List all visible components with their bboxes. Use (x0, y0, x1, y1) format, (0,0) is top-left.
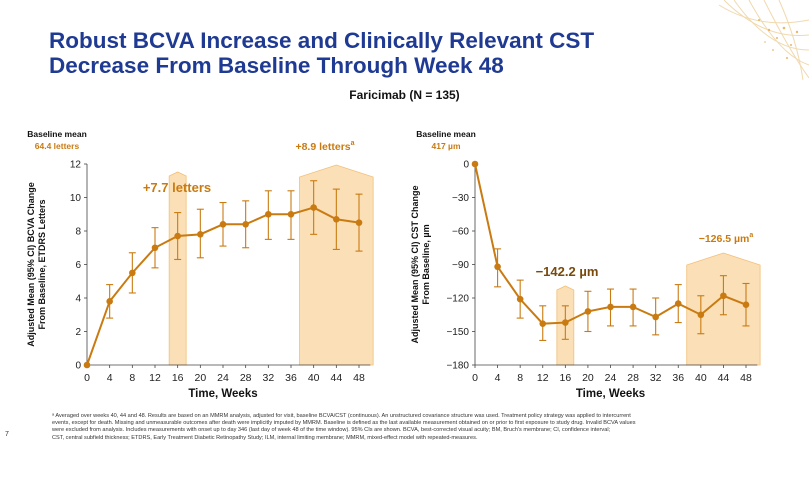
bcva-y-axis-label-line1: Adjusted Mean (95% CI) BCVA Change (26, 182, 36, 347)
cst-data-point (607, 303, 614, 311)
footnote: ᵃ Averaged over weeks 40, 44 and 48. Res… (52, 413, 752, 442)
bcva-x-tick-label: 4 (107, 372, 113, 384)
cst-data-point (697, 311, 705, 319)
bcva-data-point (355, 219, 363, 226)
cst-x-tick-label: 48 (740, 372, 752, 384)
bcva-y-tick-label: 10 (70, 193, 82, 204)
cst-data-point (652, 313, 659, 321)
cst-baseline-value: 417 µm (432, 141, 461, 151)
cst-y-tick-label: 0 (463, 160, 469, 171)
bcva-data-point (287, 210, 295, 218)
footnote-line-3: were excluded from analysis. Includes me… (52, 427, 611, 434)
bcva-data-point (310, 204, 317, 211)
bcva-data-point (129, 269, 136, 277)
cst-y-tick-label: −150 (446, 327, 469, 338)
bcva-x-tick-label: 0 (84, 372, 90, 384)
bcva-annotation-superscript: a (351, 140, 355, 147)
bcva-data-point (242, 221, 249, 228)
bcva-x-tick-label: 20 (194, 372, 206, 384)
cst-data-point (494, 263, 501, 271)
cst-x-tick-label: 12 (537, 372, 549, 384)
page-number: 7 (5, 431, 9, 438)
bcva-x-axis-label: Time, Weeks (188, 388, 257, 400)
bcva-x-tick-label: 24 (217, 372, 229, 384)
bcva-x-tick-label: 44 (330, 372, 342, 384)
cst-x-tick-label: 24 (605, 372, 617, 384)
bcva-data-point (333, 215, 340, 223)
cst-data-point (674, 300, 682, 307)
bcva-data-point (151, 244, 159, 252)
cst-x-tick-label: 40 (695, 372, 707, 384)
bcva-x-tick-label: 36 (285, 372, 297, 384)
bcva-baseline-label: Baseline mean (27, 129, 87, 139)
bcva-y-tick-label: 6 (75, 260, 81, 271)
footnote-line-2: events, except for death. Missing and un… (52, 420, 636, 427)
decorative-swirl (718, 0, 809, 80)
cst-y-tick-label: −90 (452, 260, 469, 271)
cst-data-point (471, 160, 479, 168)
bcva-annotation-week16: +7.7 letters (143, 180, 211, 195)
bcva-y-tick-label: 12 (70, 160, 82, 171)
bcva-y-tick-label: 0 (75, 361, 81, 372)
cst-data-point (539, 320, 547, 327)
cst-x-tick-label: 32 (650, 372, 662, 384)
footnote-line-1: ᵃ Averaged over weeks 40, 44 and 48. Res… (52, 413, 631, 419)
bcva-annotation-average: +8.9 lettersa (295, 140, 354, 153)
cst-y-axis-label-line1: Adjusted Mean (95% CI) CST Change (410, 185, 420, 343)
subtitle: Faricimab (N = 135) (349, 88, 460, 102)
bcva-baseline-value: 64.4 letters (35, 141, 80, 151)
bcva-data-point (265, 210, 272, 218)
cst-annotation-average: −126.5 µma (699, 232, 754, 245)
page-title: Robust BCVA Increase and Clinically Rele… (49, 28, 689, 78)
bcva-data-point (106, 298, 113, 305)
bcva-x-tick-label: 48 (353, 372, 365, 384)
cst-x-tick-label: 28 (627, 372, 639, 384)
cst-y-tick-label: −60 (452, 227, 469, 238)
bcva-x-tick-label: 12 (149, 372, 161, 384)
cst-x-tick-label: 0 (472, 372, 478, 384)
bcva-data-point (219, 221, 227, 228)
bcva-x-tick-label: 8 (129, 372, 135, 384)
cst-y-tick-label: −180 (446, 361, 469, 372)
cst-x-tick-label: 4 (495, 372, 501, 384)
cst-x-tick-label: 44 (718, 372, 730, 384)
bcva-x-tick-label: 16 (172, 372, 184, 384)
cst-data-point (562, 319, 569, 326)
bcva-y-tick-label: 8 (75, 227, 81, 238)
bcva-x-tick-label: 28 (240, 372, 252, 384)
bcva-data-point (174, 232, 181, 240)
bcva-y-axis-label-line2: From Baseline, ETDRS Letters (37, 199, 47, 329)
cst-data-point (516, 295, 524, 303)
cst-data-point (720, 292, 727, 300)
cst-y-tick-label: −30 (452, 193, 469, 204)
cst-x-tick-label: 8 (517, 372, 523, 384)
bcva-x-tick-label: 40 (308, 372, 320, 384)
bcva-data-point (83, 361, 91, 369)
cst-x-tick-label: 36 (672, 372, 684, 384)
cst-baseline-label: Baseline mean (416, 129, 476, 139)
cst-y-axis-label-line2: From Baseline, µm (421, 224, 431, 304)
bcva-data-point (197, 231, 204, 238)
cst-annotation-superscript: a (749, 232, 753, 239)
title-line-2: Decrease From Baseline Through Week 48 (49, 53, 504, 78)
bcva-x-tick-label: 32 (262, 372, 274, 384)
bcva-y-tick-label: 4 (75, 294, 81, 305)
cst-data-point (629, 303, 637, 311)
cst-y-tick-label: −120 (446, 294, 469, 305)
cst-data-point (584, 308, 592, 315)
cst-annotation-week16: −142.2 µm (536, 264, 599, 279)
cst-x-tick-label: 16 (559, 372, 571, 384)
cst-x-tick-label: 20 (582, 372, 594, 384)
footnote-line-4: CST, central subfield thickness; ETDRS, … (52, 434, 478, 441)
title-line-1: Robust BCVA Increase and Clinically Rele… (49, 28, 595, 53)
bcva-y-tick-label: 2 (75, 327, 81, 338)
cst-x-axis-label: Time, Weeks (576, 388, 645, 400)
cst-data-point (742, 301, 750, 308)
bcva-highlight-week16 (168, 171, 187, 366)
